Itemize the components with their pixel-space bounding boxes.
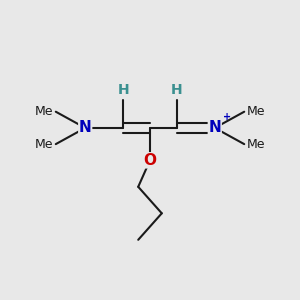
Text: Me: Me — [247, 105, 266, 118]
Text: Me: Me — [34, 105, 53, 118]
Text: H: H — [171, 83, 182, 97]
Text: Me: Me — [34, 138, 53, 151]
Text: H: H — [118, 83, 129, 97]
Text: +: + — [223, 112, 231, 122]
Text: N: N — [79, 120, 92, 135]
Text: O: O — [143, 153, 157, 168]
Text: N: N — [208, 120, 221, 135]
Text: Me: Me — [247, 138, 266, 151]
